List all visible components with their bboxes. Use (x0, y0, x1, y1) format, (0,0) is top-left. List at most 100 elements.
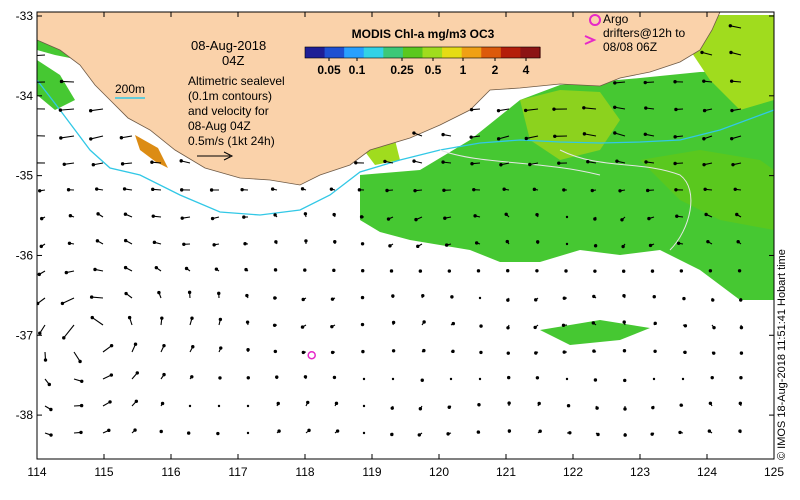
current-vector (218, 317, 223, 326)
current-vector (160, 401, 165, 407)
current-vector (730, 135, 742, 141)
colorbar-tick-label: 0.1 (349, 63, 366, 77)
current-vector (507, 401, 511, 407)
current-vector (707, 429, 713, 434)
current-vector (67, 241, 75, 245)
current-vector (73, 403, 84, 408)
current-vector (360, 242, 365, 246)
current-vector (679, 269, 684, 273)
current-vector (102, 428, 111, 434)
current-vector (470, 161, 481, 166)
current-vector (361, 268, 365, 273)
current-vector (565, 215, 569, 219)
lon-tick-label: 125 (764, 465, 784, 479)
current-vector (623, 378, 627, 383)
time-label: 04Z (222, 53, 245, 68)
current-vector (444, 243, 452, 247)
current-vector (412, 131, 423, 137)
current-vector (305, 428, 311, 434)
current-vector (537, 429, 542, 434)
current-vector (739, 324, 744, 330)
argo-legend-line: drifters@12h to (603, 26, 686, 40)
current-vector (446, 432, 452, 436)
current-vector (673, 135, 684, 139)
current-vector (246, 348, 250, 353)
current-vector (595, 405, 599, 410)
current-vector (270, 187, 278, 191)
current-vector (131, 342, 138, 353)
lon-tick-label: 115 (94, 465, 113, 479)
current-vector (390, 432, 394, 437)
current-vector (160, 316, 164, 326)
current-vector (151, 214, 162, 218)
current-vector (182, 242, 191, 246)
current-vector (157, 290, 162, 299)
current-vector (728, 24, 742, 29)
lon-tick-label: 122 (563, 465, 583, 479)
current-vector (245, 320, 250, 326)
current-vector (449, 377, 453, 381)
current-vector (735, 212, 742, 218)
current-vector (562, 350, 568, 354)
colorbar-swatch (500, 47, 522, 58)
lon-tick-label: 119 (362, 465, 381, 479)
current-vector (678, 430, 684, 435)
current-vector (391, 320, 396, 326)
colorbar-swatch (344, 47, 365, 58)
colorbar-title: MODIS Chl-a mg/m3 OC3 (352, 27, 495, 41)
current-vector (450, 295, 454, 299)
current-vector (385, 188, 394, 193)
current-vector (478, 296, 482, 300)
current-vector (37, 135, 46, 137)
colorbar-swatch (520, 47, 541, 58)
lat-tick-label: -36 (16, 248, 34, 262)
current-vector (362, 431, 366, 435)
current-vector (64, 270, 75, 275)
current-vector (502, 187, 510, 191)
current-vector (474, 241, 481, 245)
current-vector (644, 106, 655, 110)
current-vector (186, 431, 191, 435)
current-vector (334, 401, 339, 407)
current-vector (151, 187, 162, 192)
land-southwest-australia (37, 12, 721, 186)
current-vector (613, 81, 626, 85)
current-vector (303, 212, 308, 218)
current-vector (702, 162, 713, 167)
plot-frame (36, 11, 775, 460)
current-vector (533, 324, 539, 330)
current-vector (244, 267, 249, 272)
current-vector (682, 324, 688, 328)
current-vector (303, 375, 308, 380)
current-vector (730, 108, 742, 113)
current-vector (582, 106, 597, 110)
argo-legend-arrow-icon (584, 35, 597, 45)
current-vector (122, 187, 133, 191)
current-vector (566, 431, 572, 435)
current-vector (504, 212, 510, 218)
scale-vector-arrow-icon (197, 151, 234, 161)
current-vector (303, 268, 307, 272)
current-vector (564, 269, 568, 273)
current-vector (622, 349, 627, 353)
current-vector (301, 297, 307, 302)
current-vector (653, 349, 657, 353)
current-vector (89, 295, 104, 299)
current-vector (354, 161, 365, 165)
current-vector (123, 212, 133, 218)
current-vector (127, 315, 133, 326)
current-vector (613, 105, 626, 110)
lon-tick-label: 121 (496, 465, 516, 479)
current-vector (152, 240, 162, 245)
current-vector (300, 324, 307, 329)
current-vector (582, 132, 597, 137)
credit-line: © IMOS 18-Aug-2018 11:51:41 Hobart time (776, 249, 788, 460)
altimetry-note-line: and velocity for (188, 104, 269, 118)
argo-legend: Argo drifters@12h to 08/08 06Z (603, 12, 685, 54)
colorbar-frame (304, 46, 541, 59)
current-vector (506, 351, 510, 355)
lon-tick-label: 120 (429, 465, 449, 479)
current-vector (240, 187, 249, 192)
current-vector (44, 378, 52, 387)
current-vector (62, 324, 75, 340)
